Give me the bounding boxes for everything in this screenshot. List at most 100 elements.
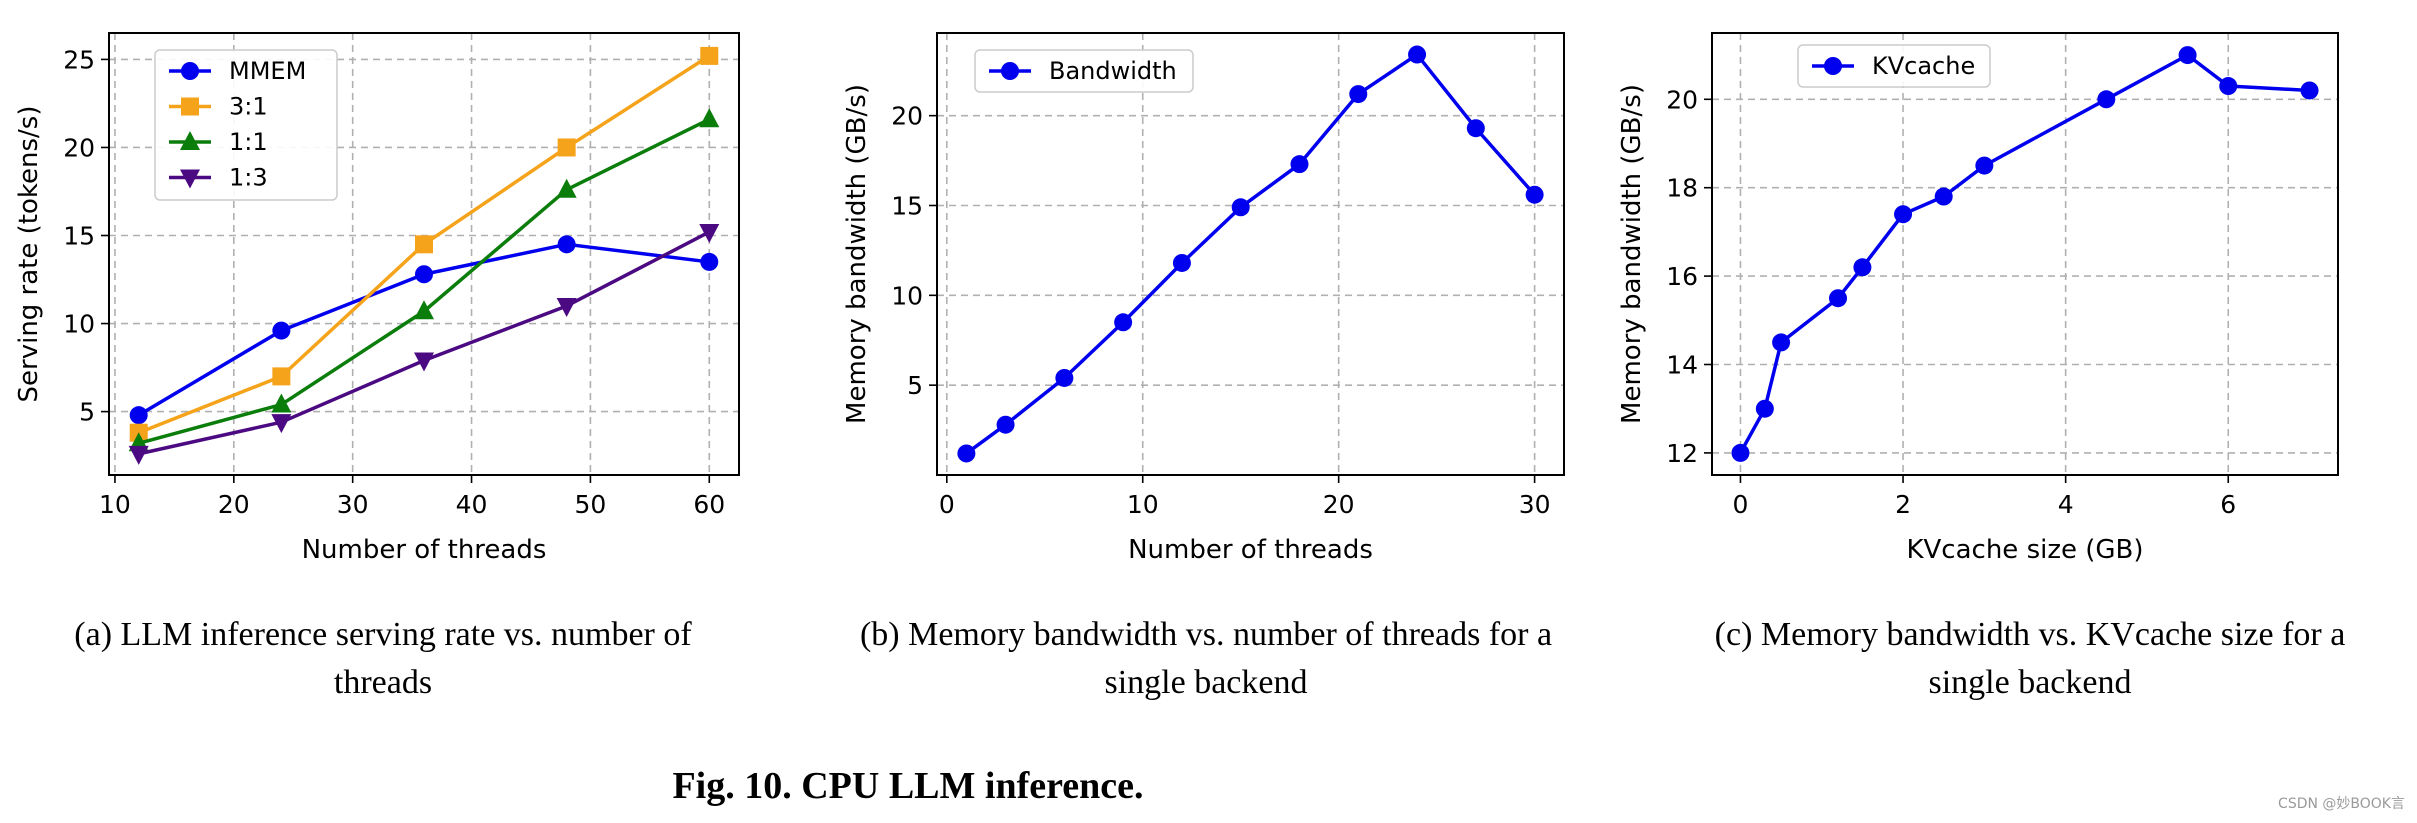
legend-label: Bandwidth bbox=[1049, 57, 1177, 85]
y-axis-label: Memory bandwidth (GB/s) bbox=[1617, 84, 1647, 424]
legend: MMEM 3:1 1:1 1:3 bbox=[154, 49, 338, 201]
data-point-kvcache bbox=[1975, 156, 1994, 175]
data-point-1-3 bbox=[556, 297, 577, 317]
y-tick-label: 12 bbox=[1666, 439, 1698, 468]
data-point-kvcache bbox=[1755, 399, 1774, 418]
data-point-mmem bbox=[415, 265, 433, 284]
data-point-1-3 bbox=[271, 414, 292, 434]
panel-caption: (b) Memory bandwidth vs. number of threa… bbox=[860, 616, 1552, 653]
y-tick-label: 5 bbox=[907, 371, 923, 400]
plot-frame bbox=[936, 32, 1565, 476]
y-tick-label: 18 bbox=[1666, 174, 1698, 203]
legend-marker bbox=[1824, 57, 1842, 75]
panel-caption: (c) Memory bandwidth vs. KVcache size fo… bbox=[1715, 616, 2346, 653]
data-point-bandwidth bbox=[996, 415, 1015, 434]
x-tick-label: 2 bbox=[1895, 490, 1911, 519]
y-tick-label: 10 bbox=[891, 281, 923, 310]
legend-label: 1:1 bbox=[229, 128, 268, 156]
y-axis-label: Serving rate (tokens/s) bbox=[14, 106, 44, 403]
panel-caption: (a) LLM inference serving rate vs. numbe… bbox=[74, 616, 692, 653]
y-tick-label: 14 bbox=[1666, 351, 1698, 380]
legend-marker bbox=[1001, 62, 1019, 80]
data-point-kvcache bbox=[2300, 81, 2319, 100]
series-line-bandwidth bbox=[965, 52, 1536, 455]
data-point-bandwidth bbox=[1349, 85, 1368, 104]
series-line-kvcache bbox=[1738, 53, 2310, 454]
x-tick-label: 60 bbox=[693, 490, 725, 519]
legend-marker bbox=[181, 97, 199, 116]
legend-box bbox=[154, 49, 338, 201]
y-tick-label: 20 bbox=[891, 102, 923, 131]
y-tick-label: 5 bbox=[79, 398, 95, 427]
data-point-mmem bbox=[700, 252, 719, 271]
x-tick-label: 20 bbox=[218, 490, 250, 519]
legend-marker bbox=[180, 131, 200, 150]
x-tick-label: 30 bbox=[337, 490, 369, 519]
y-axis-label: Memory bandwidth (GB/s) bbox=[842, 84, 872, 424]
data-point-kvcache bbox=[2097, 90, 2116, 109]
data-point-1-3 bbox=[414, 352, 434, 372]
y-tick-label: 15 bbox=[63, 222, 95, 251]
data-point-kvcache bbox=[1829, 289, 1848, 308]
data-point-bandwidth bbox=[1466, 119, 1485, 138]
legend-label: KVcache bbox=[1872, 52, 1975, 80]
legend-label: 1:3 bbox=[229, 164, 268, 192]
data-point-mmem bbox=[557, 235, 576, 254]
chart-c: 0 2 4 6 12 14 16 18 20 KVcache KVcache size (GB) Me… bbox=[1617, 32, 2346, 701]
x-axis-label: KVcache size (GB) bbox=[1906, 535, 2143, 565]
y-tick-label: 10 bbox=[63, 310, 95, 339]
legend-label: 3:1 bbox=[229, 93, 268, 121]
data-point-kvcache bbox=[2219, 77, 2238, 96]
data-point-mmem bbox=[272, 321, 291, 340]
x-tick-label: 20 bbox=[1323, 490, 1355, 519]
y-tick-label: 20 bbox=[63, 133, 95, 162]
data-point-bandwidth bbox=[1408, 45, 1427, 64]
data-point-kvcache bbox=[1894, 205, 1913, 224]
data-point-kvcache bbox=[1772, 333, 1791, 352]
legend-box bbox=[974, 49, 1194, 93]
figure-title: Fig. 10. CPU LLM inference. bbox=[672, 765, 1143, 807]
x-tick-label: 6 bbox=[2220, 490, 2236, 519]
x-tick-label: 0 bbox=[939, 490, 955, 519]
data-point-mmem bbox=[129, 406, 148, 425]
legend-marker bbox=[180, 169, 200, 189]
legend-box bbox=[1797, 44, 1991, 88]
data-point-3-1 bbox=[272, 367, 291, 386]
panel-caption: single backend bbox=[1929, 664, 2132, 701]
chart-a: 10 20 30 40 50 60 5 10 15 20 25 MMEM 3:1 1:1 1:3 Number… bbox=[14, 32, 740, 701]
x-tick-label: 50 bbox=[575, 490, 607, 519]
data-point-1-3 bbox=[699, 223, 720, 243]
data-point-1-1 bbox=[271, 393, 292, 413]
y-tick-label: 15 bbox=[891, 191, 923, 220]
chart-b: 0 10 20 30 5 10 15 20 Bandwidth Number of threads… bbox=[842, 32, 1565, 701]
legend: Bandwidth bbox=[974, 49, 1194, 93]
legend: KVcache bbox=[1797, 44, 1991, 88]
data-point-bandwidth bbox=[1525, 185, 1544, 204]
data-point-1-1 bbox=[556, 178, 577, 198]
panel-caption: threads bbox=[334, 664, 432, 701]
data-point-bandwidth bbox=[1290, 155, 1309, 174]
legend-label: MMEM bbox=[229, 57, 306, 85]
data-point-bandwidth bbox=[957, 444, 976, 463]
data-point-1-1 bbox=[699, 108, 720, 128]
data-point-kvcache bbox=[1934, 187, 1953, 206]
y-tick-label: 20 bbox=[1666, 85, 1698, 114]
data-point-kvcache bbox=[1853, 258, 1872, 277]
legend-marker bbox=[181, 62, 199, 80]
data-point-3-1 bbox=[700, 46, 719, 65]
data-point-bandwidth bbox=[1172, 253, 1191, 272]
data-point-bandwidth bbox=[1055, 368, 1074, 387]
x-tick-label: 40 bbox=[456, 490, 488, 519]
data-point-bandwidth bbox=[1231, 198, 1250, 217]
plot-frame bbox=[108, 32, 740, 476]
data-point-3-1 bbox=[415, 235, 433, 254]
data-point-kvcache bbox=[2178, 46, 2197, 65]
y-tick-label: 25 bbox=[63, 45, 95, 74]
data-point-3-1 bbox=[557, 138, 576, 157]
x-axis-label: Number of threads bbox=[1128, 535, 1373, 565]
panel-caption: single backend bbox=[1105, 664, 1308, 701]
x-tick-label: 10 bbox=[1127, 490, 1159, 519]
x-tick-label: 4 bbox=[2058, 490, 2074, 519]
x-tick-label: 10 bbox=[99, 490, 131, 519]
data-point-1-3 bbox=[128, 445, 149, 465]
